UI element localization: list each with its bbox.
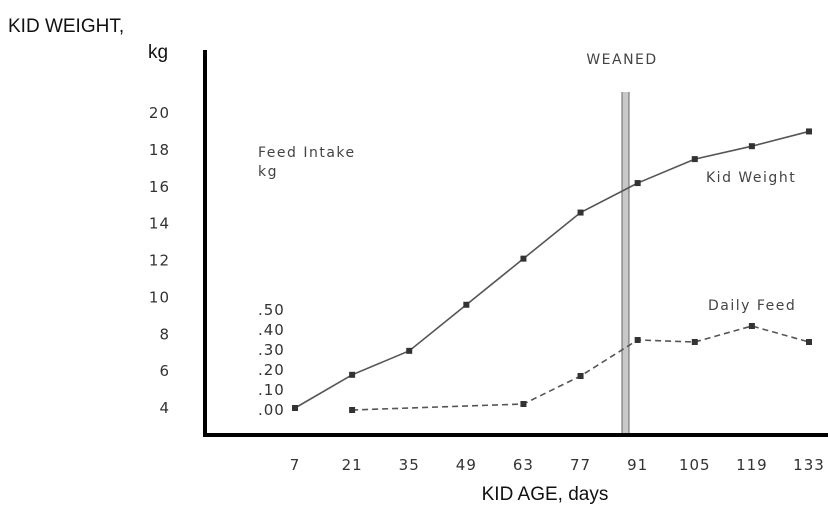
- data-point-kid-weight: [349, 371, 356, 378]
- series-line-kid-weight: [294, 130, 810, 409]
- series-line-daily-feed: [352, 325, 810, 411]
- data-point-kid-weight: [806, 128, 812, 135]
- data-point-kid-weight: [463, 301, 470, 308]
- feed-tick-label: .10: [258, 381, 285, 399]
- data-point-daily-feed: [349, 407, 356, 413]
- feed-tick-label: .30: [258, 341, 285, 359]
- series-label-daily-feed: Daily Feed: [708, 298, 796, 314]
- x-tick-label: 105: [679, 456, 711, 474]
- x-tick-label: 63: [513, 456, 534, 474]
- weaning-band: [622, 92, 629, 435]
- x-tick-label: 91: [627, 456, 648, 474]
- ticks: 7 21 35 49 63 77 91 105 119 133 4 6 8 10 12 14 16 18 20 .00…: [149, 104, 825, 474]
- data-point-daily-feed: [577, 373, 584, 379]
- y-tick-label: 14: [149, 215, 170, 233]
- data-point-daily-feed: [520, 401, 527, 407]
- data-point-kid-weight: [292, 405, 298, 411]
- x-tick-label: 7: [290, 456, 301, 474]
- feed-tick-label: .40: [258, 321, 285, 339]
- y-tick-label: 12: [149, 252, 170, 270]
- feed-tick-label: .00: [258, 401, 285, 419]
- y-tick-label: 16: [149, 178, 170, 196]
- feed-tick-label: .20: [258, 361, 285, 379]
- data-point-kid-weight: [748, 143, 755, 150]
- data-point-daily-feed: [634, 337, 641, 343]
- y-tick-label: 4: [159, 399, 170, 417]
- data-point-daily-feed: [748, 323, 755, 329]
- data-point-kid-weight: [691, 156, 698, 163]
- feed-axis-title-line2: kg: [258, 164, 278, 180]
- x-tick-label: 133: [793, 456, 825, 474]
- feed-axis-title-line1: Feed Intake: [258, 145, 356, 161]
- y-tick-label: 6: [159, 362, 170, 380]
- data-point-kid-weight: [577, 209, 584, 216]
- x-tick-label: 35: [399, 456, 420, 474]
- y-tick-label: 10: [149, 288, 170, 306]
- data-point-kid-weight: [634, 180, 641, 187]
- x-tick-label: 21: [342, 456, 363, 474]
- y-axis-title-line1: KID WEIGHT,: [8, 16, 124, 37]
- feed-tick-label: .50: [258, 301, 285, 319]
- x-axis-title: KID AGE, days: [482, 484, 609, 505]
- y-tick-label: 18: [149, 141, 170, 159]
- y-tick-label: 8: [159, 325, 170, 343]
- x-tick-label: 77: [570, 456, 591, 474]
- series-layer: [292, 128, 812, 413]
- data-point-daily-feed: [691, 339, 698, 345]
- weaning-marker: WEANED: [586, 52, 657, 435]
- series-label-kid-weight: Kid Weight: [706, 170, 796, 186]
- x-tick-label: 49: [456, 456, 477, 474]
- y-axis-title-line2: kg: [148, 42, 168, 63]
- data-point-daily-feed: [806, 339, 812, 345]
- y-tick-label: 20: [149, 104, 170, 122]
- weaning-label: WEANED: [586, 52, 657, 68]
- data-point-kid-weight: [520, 255, 527, 262]
- data-point-kid-weight: [406, 347, 413, 354]
- x-tick-label: 119: [736, 456, 768, 474]
